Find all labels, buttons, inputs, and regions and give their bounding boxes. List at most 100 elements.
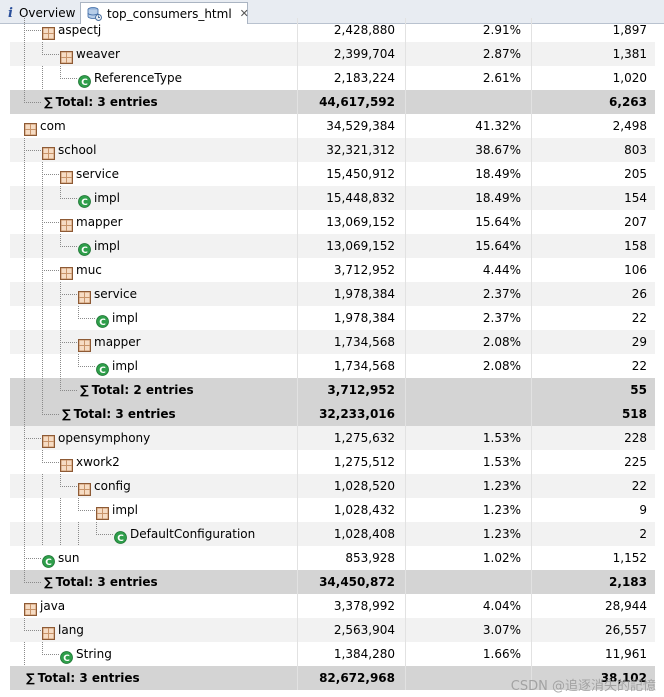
node-label: config: [94, 474, 131, 498]
tree-row[interactable]: weaver 2,399,704 2.87% 1,381: [10, 42, 655, 66]
node-name: impl: [112, 359, 138, 373]
tree-row[interactable]: config 1,028,520 1.23% 22: [10, 474, 655, 498]
node-label: mapper: [94, 330, 141, 354]
tab-top-consumers-html[interactable]: top_consumers_html ✕: [80, 2, 249, 24]
size-cell: 34,450,872: [298, 570, 406, 594]
tree-guide-lines: [24, 186, 78, 210]
node-label: mapper: [76, 210, 123, 234]
node-label: impl: [112, 306, 138, 330]
count-cell: 9: [639, 503, 647, 517]
tree-row[interactable]: school 32,321,312 38.67% 803: [10, 138, 655, 162]
count-cell: 205: [624, 167, 647, 181]
tree-guide-lines: [24, 498, 96, 522]
node-name: mapper: [76, 215, 123, 229]
name-cell: ∑ Total: 2 entries: [10, 378, 298, 402]
percent-cell: 1.53%: [406, 426, 532, 450]
size-cell: 1,978,384: [298, 282, 406, 306]
tree-guide-lines: [24, 618, 42, 631]
count-cell: 1,020: [612, 71, 647, 85]
tree-row[interactable]: service 15,450,912 18.49% 205: [10, 162, 655, 186]
size-cell: 34,529,384: [298, 114, 406, 138]
svg-text:C: C: [45, 558, 52, 568]
tab-top-consumers-label: top_consumers_html: [107, 6, 232, 21]
tree-row[interactable]: opensymphony 1,275,632 1.53% 228: [10, 426, 655, 450]
name-cell: mapper: [10, 330, 298, 354]
percent-cell: 4.04%: [406, 594, 532, 618]
node-name: Total: 3 entries: [55, 95, 158, 109]
tree-guide-lines: [24, 546, 42, 570]
node-label: DefaultConfiguration: [130, 522, 255, 546]
tree-row[interactable]: impl 1,028,432 1.23% 9: [10, 498, 655, 522]
tree-row[interactable]: muc 3,712,952 4.44% 106: [10, 258, 655, 282]
name-cell: impl: [10, 498, 298, 522]
tree-guide-lines: [24, 426, 42, 450]
name-cell: ∑ Total: 3 entries: [10, 570, 298, 594]
percent-cell: 2.37%: [406, 282, 532, 306]
name-cell: ∑ Total: 3 entries: [10, 666, 298, 690]
count-cell: 207: [624, 215, 647, 229]
tree-row[interactable]: C String 1,384,280 1.66% 11,961: [10, 642, 655, 666]
tree-row[interactable]: service 1,978,384 2.37% 26: [10, 282, 655, 306]
package-icon: [78, 288, 91, 304]
node-label: impl: [94, 234, 120, 258]
tab-overview[interactable]: i Overview: [2, 2, 80, 24]
percent-cell: 15.64%: [406, 210, 532, 234]
count-cell: 225: [624, 455, 647, 469]
total-row[interactable]: ∑ Total: 3 entries 82,672,968 38,102: [10, 666, 655, 690]
node-label: impl: [94, 186, 120, 210]
size-cell: 32,321,312: [298, 138, 406, 162]
count-cell: 1,897: [612, 23, 647, 37]
count-cell: 28,944: [605, 599, 647, 613]
tree-row[interactable]: xwork2 1,275,512 1.53% 225: [10, 450, 655, 474]
name-cell: config: [10, 474, 298, 498]
tree-row[interactable]: mapper 1,734,568 2.08% 29: [10, 330, 655, 354]
node-name: config: [94, 479, 131, 493]
percent-cell: [406, 90, 532, 114]
node-label: weaver: [76, 42, 120, 66]
tree-row[interactable]: lang 2,563,904 3.07% 26,557: [10, 618, 655, 642]
tree-row[interactable]: com 34,529,384 41.32% 2,498: [10, 114, 655, 138]
node-label: school: [58, 138, 96, 162]
percent-cell: 1.23%: [406, 498, 532, 522]
tree-guide-lines: [24, 330, 78, 354]
package-icon: [24, 600, 37, 616]
watermark: CSDN @追逐消失的記憶: [510, 679, 656, 694]
total-row[interactable]: ∑ Total: 3 entries 32,233,016 518: [10, 402, 655, 426]
tree-row[interactable]: java 3,378,992 4.04% 28,944: [10, 594, 655, 618]
percent-cell: [406, 402, 532, 426]
node-name: impl: [112, 503, 138, 517]
tree-guide-lines: [24, 162, 60, 186]
node-name: weaver: [76, 47, 120, 61]
node-name: xwork2: [76, 455, 120, 469]
tree-row[interactable]: C ReferenceType 2,183,224 2.61% 1,020: [10, 66, 655, 90]
svg-text:C: C: [99, 366, 106, 376]
name-cell: mapper: [10, 210, 298, 234]
total-row[interactable]: ∑ Total: 3 entries 34,450,872 2,183: [10, 570, 655, 594]
count-cell: 1,152: [612, 551, 647, 565]
count-cell: 26: [631, 287, 647, 301]
percent-cell: [406, 666, 532, 690]
node-label: ∑ Total: 2 entries: [80, 378, 194, 402]
package-icon: [60, 264, 73, 280]
tree-row[interactable]: C DefaultConfiguration 1,028,408 1.23% 2: [10, 522, 655, 546]
total-row[interactable]: ∑ Total: 2 entries 3,712,952 55: [10, 378, 655, 402]
count-cell: 2,498: [612, 119, 647, 133]
tree-row[interactable]: mapper 13,069,152 15.64% 207: [10, 210, 655, 234]
sum-icon: ∑: [26, 671, 35, 685]
node-label: muc: [76, 258, 102, 282]
node-name: Total: 3 entries: [55, 575, 158, 589]
total-row[interactable]: ∑ Total: 3 entries 44,617,592 6,263: [10, 90, 655, 114]
node-label: sun: [58, 546, 79, 570]
node-label: opensymphony: [58, 426, 150, 450]
count-cell: 22: [631, 359, 647, 373]
tree-guide-lines: [24, 642, 60, 666]
close-icon[interactable]: ✕: [239, 7, 249, 20]
tree-row[interactable]: aspectj 2,428,880 2.91% 1,897: [10, 18, 655, 42]
count-cell: 29: [631, 335, 647, 349]
